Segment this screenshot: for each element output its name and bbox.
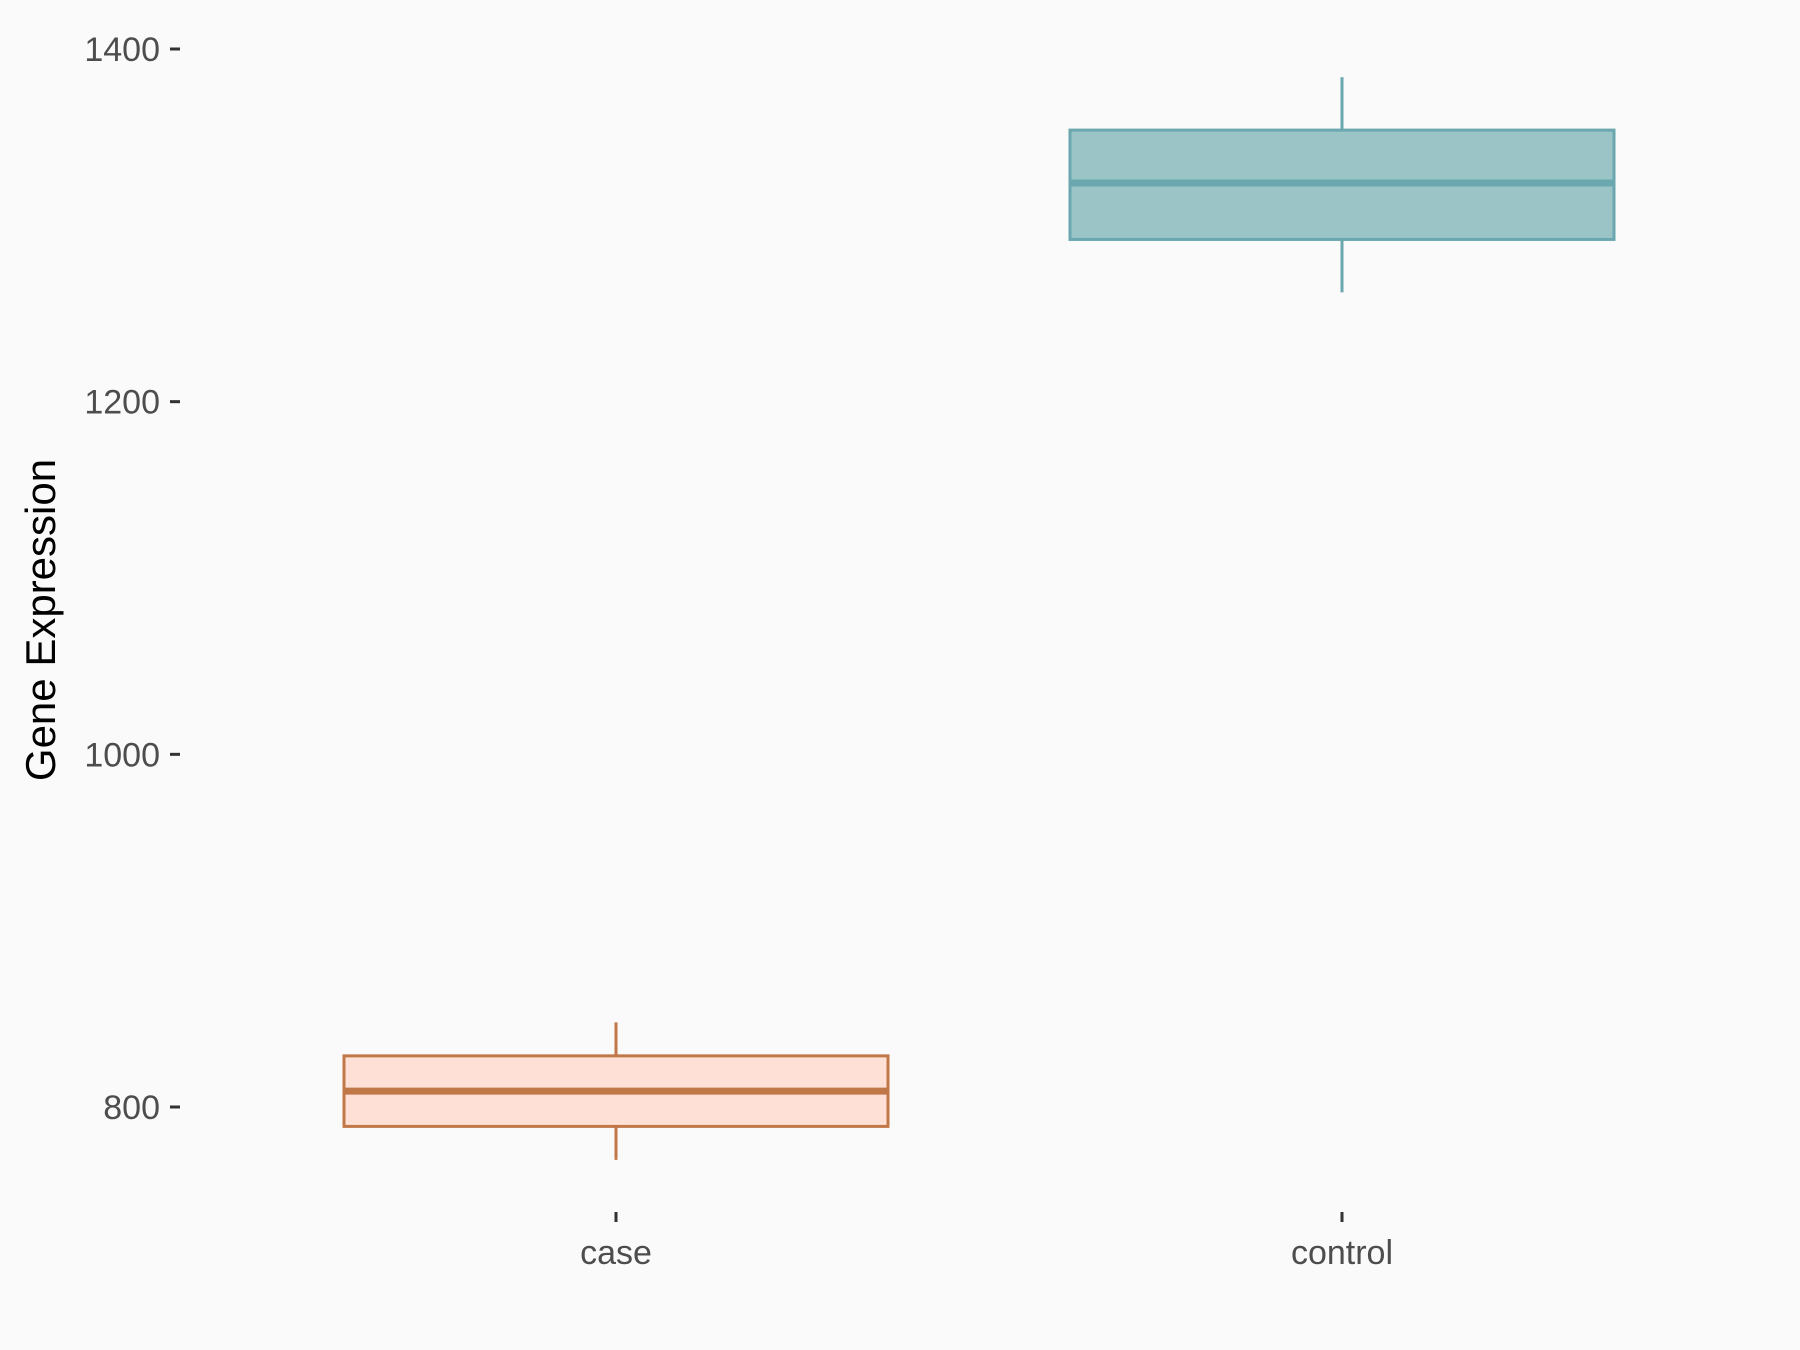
box-control — [1068, 77, 1616, 293]
box-case — [342, 1022, 890, 1160]
x-tick-label: case — [580, 1234, 652, 1272]
y-tick-label: 1200 — [84, 384, 160, 422]
y-tick-label: 800 — [103, 1089, 160, 1127]
y-tick-label: 1000 — [84, 736, 160, 774]
y-axis: 800 1000 1200 1400 — [84, 31, 180, 1127]
boxes — [342, 77, 1616, 1160]
x-tick-label: control — [1291, 1234, 1393, 1272]
x-axis: case control — [580, 1212, 1393, 1272]
y-tick-label: 1400 — [84, 31, 160, 69]
y-axis-label: Gene Expression — [17, 459, 64, 781]
